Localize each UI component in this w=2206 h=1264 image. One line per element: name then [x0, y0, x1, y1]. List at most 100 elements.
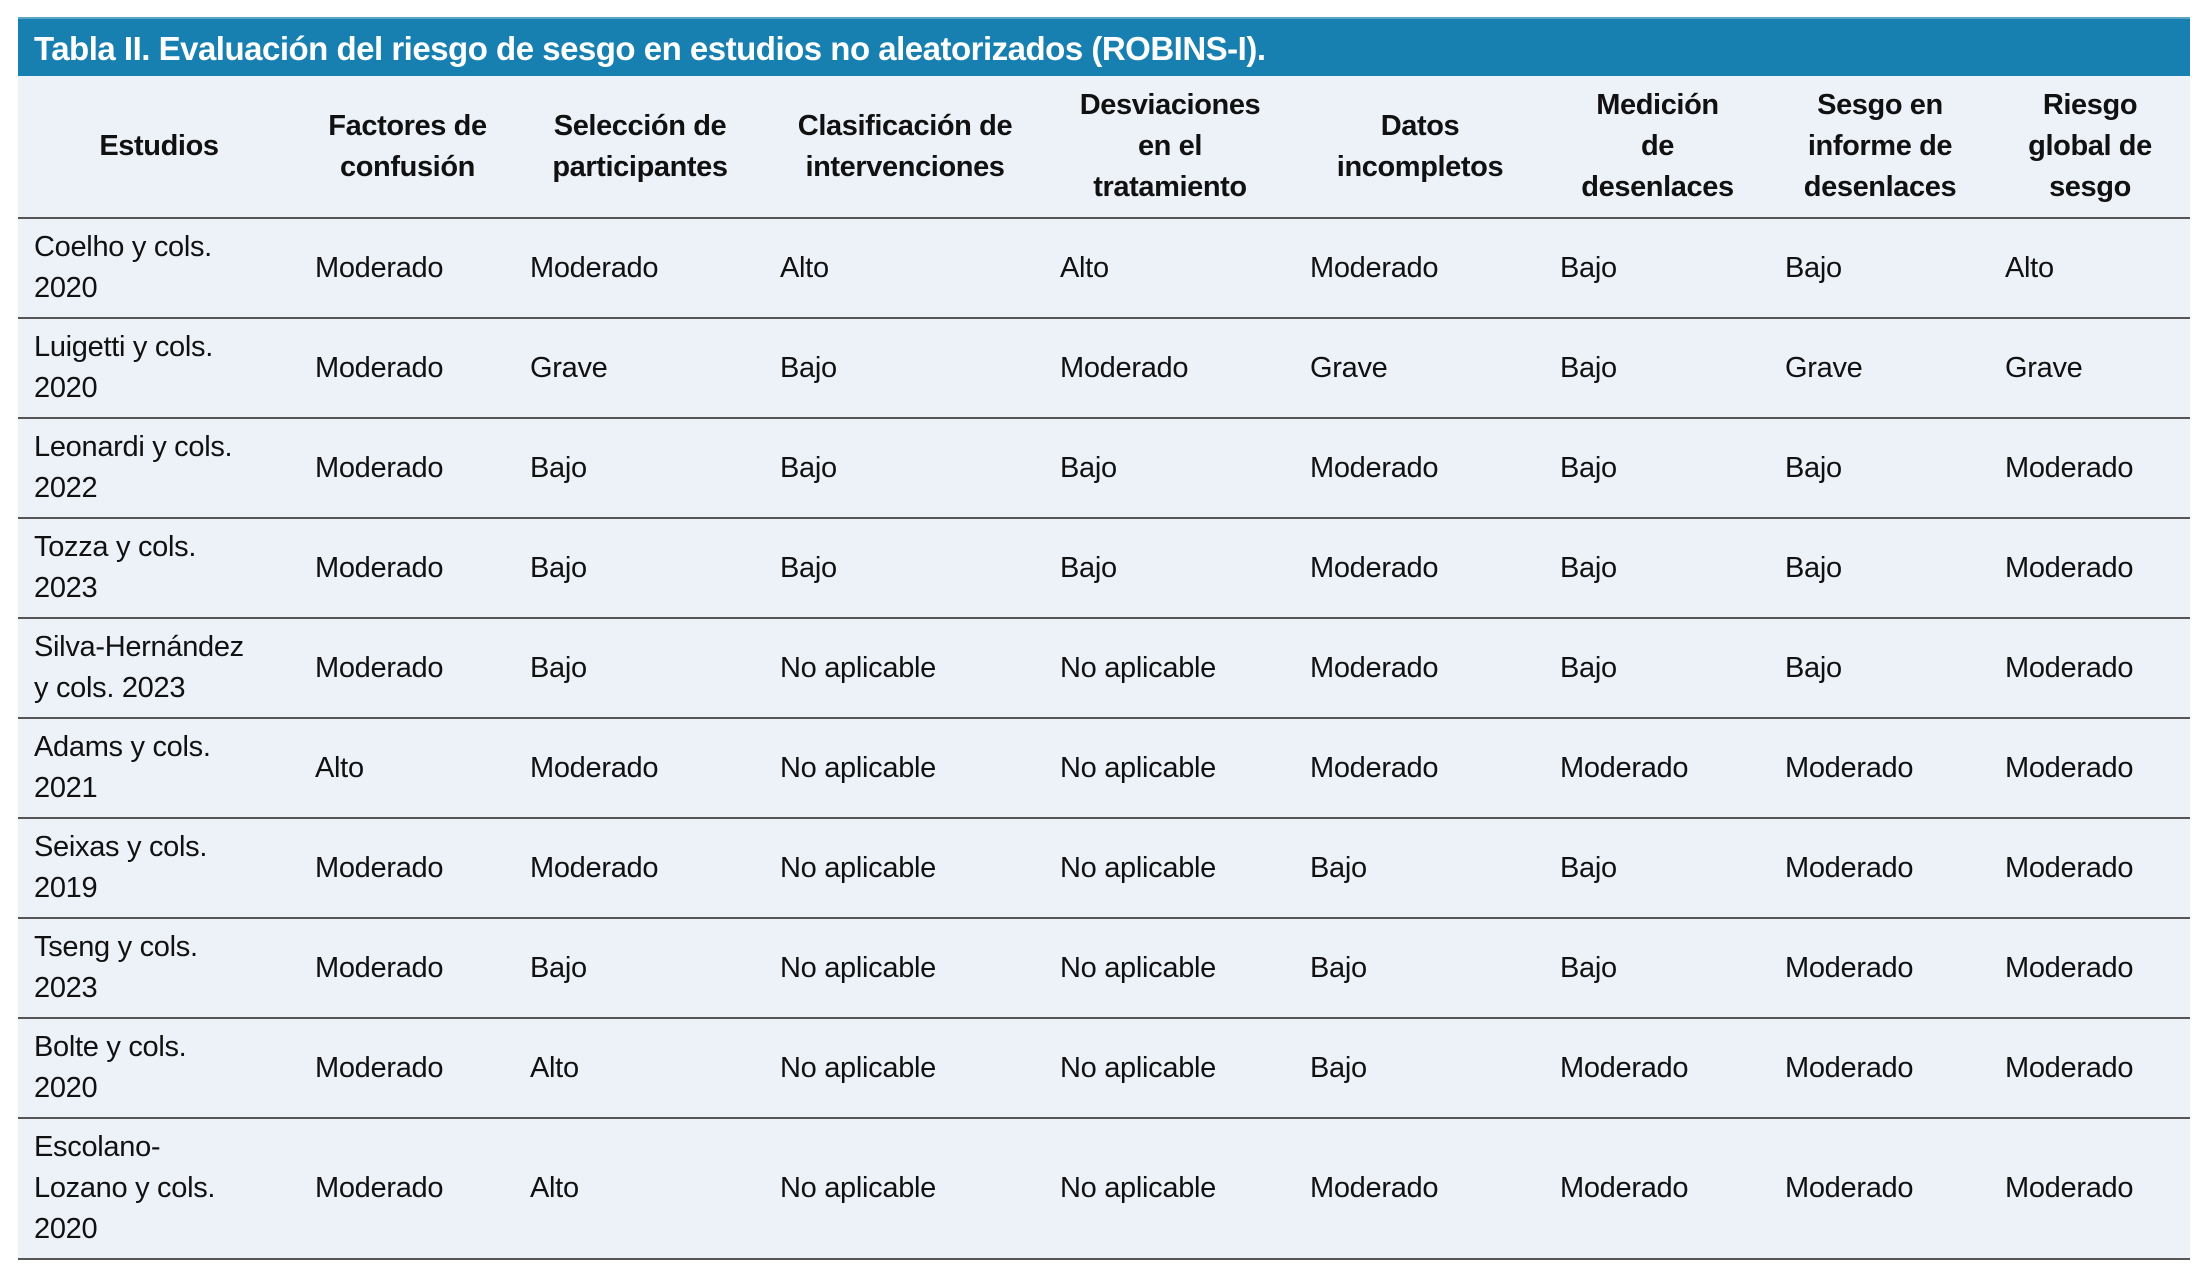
risk-cell-outcome-reporting: Moderado — [1770, 1118, 1990, 1260]
risk-cell-intervention-classification: No aplicable — [765, 718, 1045, 819]
study-name-cell: Adams y cols. 2021 — [18, 718, 300, 819]
risk-cell-overall-risk: Moderado — [1990, 618, 2190, 719]
risk-cell-treatment-deviations: No aplicable — [1045, 918, 1295, 1019]
risk-cell-intervention-classification: No aplicable — [765, 918, 1045, 1019]
risk-cell-outcome-measurement: Bajo — [1545, 818, 1770, 919]
risk-cell-confounding: Moderado — [300, 818, 515, 919]
risk-cell-outcome-measurement: Bajo — [1545, 418, 1770, 519]
risk-cell-participant-selection: Moderado — [515, 218, 765, 319]
risk-cell-participant-selection: Moderado — [515, 718, 765, 819]
risk-cell-outcome-measurement: Moderado — [1545, 718, 1770, 819]
study-name-cell: Luigetti y cols. 2020 — [18, 318, 300, 419]
risk-cell-participant-selection: Bajo — [515, 518, 765, 619]
risk-cell-outcome-measurement: Moderado — [1545, 1018, 1770, 1119]
risk-cell-outcome-measurement: Bajo — [1545, 218, 1770, 319]
risk-cell-outcome-reporting: Moderado — [1770, 818, 1990, 919]
risk-cell-treatment-deviations: No aplicable — [1045, 718, 1295, 819]
table-row: Silva-Hernández y cols. 2023 Moderado Bajo… — [18, 618, 2190, 719]
risk-cell-intervention-classification: No aplicable — [765, 618, 1045, 719]
risk-cell-intervention-classification: Bajo — [765, 318, 1045, 419]
table-row: Tseng y cols. 2023 Moderado Bajo No aplicab… — [18, 918, 2190, 1019]
risk-cell-treatment-deviations: Bajo — [1045, 518, 1295, 619]
table-row: Escolano- Lozano y cols. 2020 Moderado Alt… — [18, 1118, 2190, 1260]
risk-cell-participant-selection: Bajo — [515, 918, 765, 1019]
robins-table: Estudios Factores de confusión Selección d… — [18, 76, 2190, 1260]
risk-cell-intervention-classification: Alto — [765, 218, 1045, 319]
risk-cell-treatment-deviations: No aplicable — [1045, 1018, 1295, 1119]
risk-cell-overall-risk: Moderado — [1990, 1118, 2190, 1260]
risk-cell-treatment-deviations: Moderado — [1045, 318, 1295, 419]
risk-cell-missing-data: Bajo — [1295, 818, 1545, 919]
robins-table-container: Tabla II. Evaluación del riesgo de sesgo… — [18, 17, 2190, 1260]
risk-cell-treatment-deviations: No aplicable — [1045, 1118, 1295, 1260]
study-name-cell: Silva-Hernández y cols. 2023 — [18, 618, 300, 719]
risk-cell-treatment-deviations: Bajo — [1045, 418, 1295, 519]
risk-cell-participant-selection: Bajo — [515, 418, 765, 519]
risk-cell-confounding: Moderado — [300, 518, 515, 619]
risk-cell-missing-data: Bajo — [1295, 918, 1545, 1019]
risk-cell-overall-risk: Moderado — [1990, 418, 2190, 519]
risk-cell-missing-data: Moderado — [1295, 418, 1545, 519]
risk-cell-missing-data: Moderado — [1295, 718, 1545, 819]
study-name-cell: Coelho y cols. 2020 — [18, 218, 300, 319]
risk-cell-treatment-deviations: Alto — [1045, 218, 1295, 319]
risk-cell-confounding: Moderado — [300, 318, 515, 419]
table-row: Seixas y cols. 2019 Moderado Moderado No ap… — [18, 818, 2190, 919]
study-name-cell: Tseng y cols. 2023 — [18, 918, 300, 1019]
risk-cell-outcome-measurement: Bajo — [1545, 518, 1770, 619]
risk-cell-missing-data: Moderado — [1295, 1118, 1545, 1260]
risk-cell-treatment-deviations: No aplicable — [1045, 618, 1295, 719]
risk-cell-participant-selection: Bajo — [515, 618, 765, 719]
risk-cell-missing-data: Moderado — [1295, 618, 1545, 719]
table-title: Tabla II. Evaluación del riesgo de sesgo… — [18, 17, 2190, 76]
table-row: Leonardi y cols. 2022 Moderado Bajo Bajo Baj… — [18, 418, 2190, 519]
risk-cell-outcome-measurement: Bajo — [1545, 318, 1770, 419]
column-header-participant-selection: Selección de participantes — [515, 76, 765, 219]
column-header-outcome-measurement: Medición de desenlaces — [1545, 76, 1770, 219]
column-header-treatment-deviations: Desviaciones en el tratamiento — [1045, 76, 1295, 219]
risk-cell-confounding: Moderado — [300, 918, 515, 1019]
risk-cell-missing-data: Moderado — [1295, 518, 1545, 619]
table-row: Bolte y cols. 2020 Moderado Alto No aplicab… — [18, 1018, 2190, 1119]
risk-cell-overall-risk: Moderado — [1990, 1018, 2190, 1119]
risk-cell-outcome-measurement: Bajo — [1545, 618, 1770, 719]
risk-cell-outcome-reporting: Bajo — [1770, 218, 1990, 319]
study-name-cell: Tozza y cols. 2023 — [18, 518, 300, 619]
risk-cell-intervention-classification: No aplicable — [765, 1018, 1045, 1119]
risk-cell-treatment-deviations: No aplicable — [1045, 818, 1295, 919]
risk-cell-overall-risk: Moderado — [1990, 718, 2190, 819]
study-name-cell: Leonardi y cols. 2022 — [18, 418, 300, 519]
risk-cell-outcome-reporting: Bajo — [1770, 618, 1990, 719]
risk-cell-participant-selection: Alto — [515, 1118, 765, 1260]
table-row: Coelho y cols. 2020 Moderado Moderado Alto A… — [18, 218, 2190, 319]
study-name-cell: Seixas y cols. 2019 — [18, 818, 300, 919]
risk-cell-outcome-reporting: Moderado — [1770, 718, 1990, 819]
column-header-confounding: Factores de confusión — [300, 76, 515, 219]
risk-cell-confounding: Alto — [300, 718, 515, 819]
risk-cell-outcome-reporting: Moderado — [1770, 918, 1990, 1019]
risk-cell-participant-selection: Grave — [515, 318, 765, 419]
study-name-cell: Escolano- Lozano y cols. 2020 — [18, 1118, 300, 1260]
table-row: Adams y cols. 2021 Alto Moderado No aplicab… — [18, 718, 2190, 819]
risk-cell-overall-risk: Moderado — [1990, 918, 2190, 1019]
risk-cell-missing-data: Bajo — [1295, 1018, 1545, 1119]
risk-cell-overall-risk: Moderado — [1990, 518, 2190, 619]
risk-cell-outcome-measurement: Bajo — [1545, 918, 1770, 1019]
risk-cell-missing-data: Moderado — [1295, 218, 1545, 319]
column-header-intervention-classification: Clasificación de intervenciones — [765, 76, 1045, 219]
risk-cell-participant-selection: Moderado — [515, 818, 765, 919]
risk-cell-intervention-classification: No aplicable — [765, 1118, 1045, 1260]
risk-cell-participant-selection: Alto — [515, 1018, 765, 1119]
column-header-studies: Estudios — [18, 76, 300, 219]
risk-cell-outcome-reporting: Grave — [1770, 318, 1990, 419]
table-row: Luigetti y cols. 2020 Moderado Grave Bajo Mo… — [18, 318, 2190, 419]
risk-cell-confounding: Moderado — [300, 418, 515, 519]
risk-cell-outcome-reporting: Bajo — [1770, 518, 1990, 619]
risk-cell-outcome-reporting: Bajo — [1770, 418, 1990, 519]
column-header-missing-data: Datos incompletos — [1295, 76, 1545, 219]
risk-cell-intervention-classification: No aplicable — [765, 818, 1045, 919]
risk-cell-confounding: Moderado — [300, 218, 515, 319]
risk-cell-confounding: Moderado — [300, 1118, 515, 1260]
risk-cell-overall-risk: Alto — [1990, 218, 2190, 319]
header-row: Estudios Factores de confusión Selección d… — [18, 76, 2190, 219]
